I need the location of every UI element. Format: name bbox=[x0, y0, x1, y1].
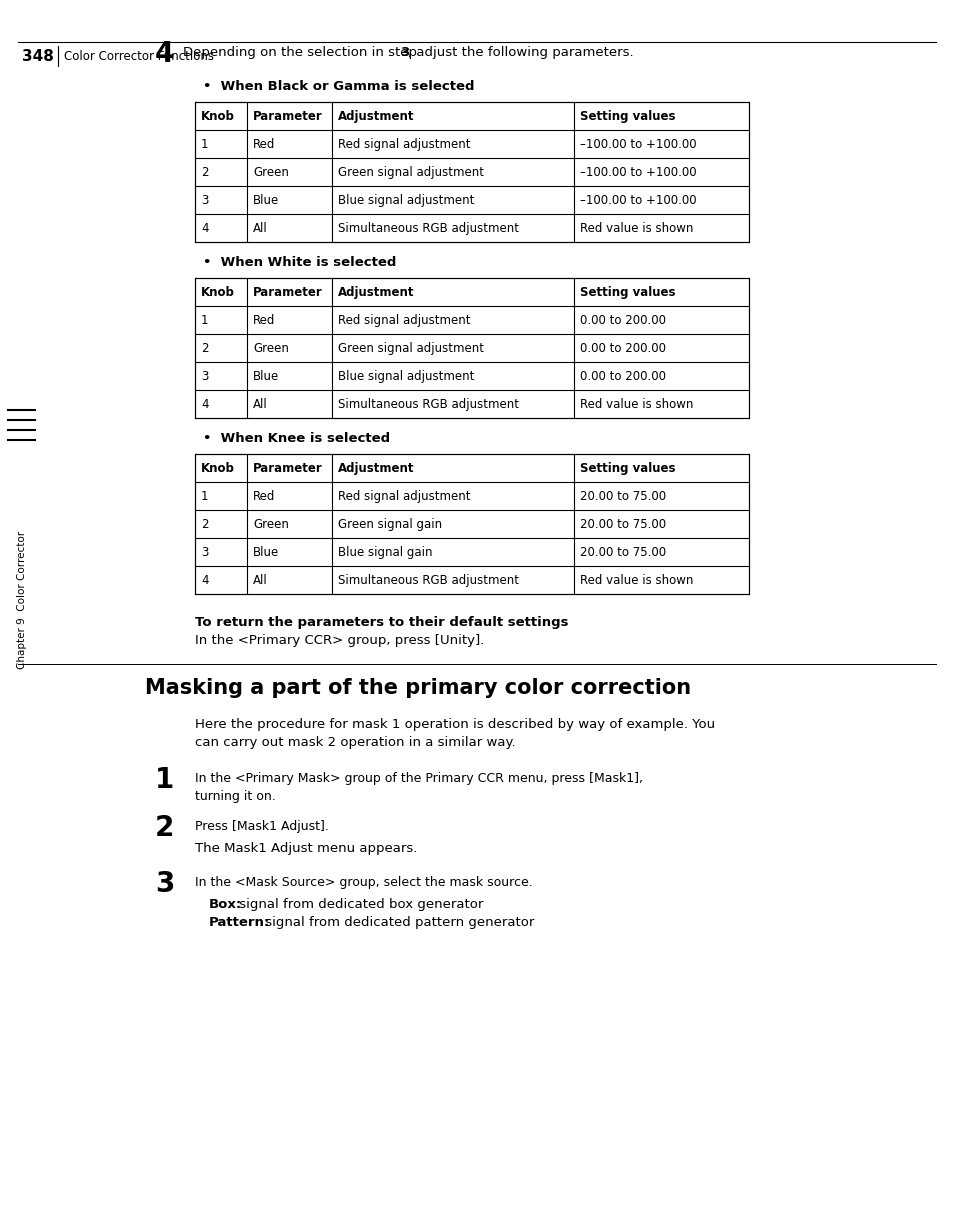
Text: Press [Mask1 Adjust].: Press [Mask1 Adjust]. bbox=[194, 821, 329, 833]
Text: Simultaneous RGB adjustment: Simultaneous RGB adjustment bbox=[337, 573, 518, 587]
Text: Blue: Blue bbox=[253, 194, 279, 206]
Text: Green: Green bbox=[253, 518, 289, 531]
Text: Red: Red bbox=[253, 137, 275, 150]
Text: Red signal adjustment: Red signal adjustment bbox=[337, 490, 470, 503]
Text: Green signal adjustment: Green signal adjustment bbox=[337, 166, 483, 178]
Text: 348: 348 bbox=[22, 48, 53, 63]
Text: In the <Primary Mask> group of the Primary CCR menu, press [Mask1],: In the <Primary Mask> group of the Prima… bbox=[194, 772, 642, 785]
Bar bbox=[194, 278, 748, 418]
Text: 20.00 to 75.00: 20.00 to 75.00 bbox=[579, 545, 665, 559]
Text: 4: 4 bbox=[154, 40, 174, 68]
Text: 0.00 to 200.00: 0.00 to 200.00 bbox=[579, 314, 665, 326]
Text: Blue signal adjustment: Blue signal adjustment bbox=[337, 370, 474, 383]
Text: –100.00 to +100.00: –100.00 to +100.00 bbox=[579, 137, 696, 150]
Text: Green: Green bbox=[253, 342, 289, 354]
Text: Adjustment: Adjustment bbox=[337, 286, 414, 298]
Text: can carry out mask 2 operation in a similar way.: can carry out mask 2 operation in a simi… bbox=[194, 736, 515, 749]
Text: Simultaneous RGB adjustment: Simultaneous RGB adjustment bbox=[337, 398, 518, 411]
Text: 4: 4 bbox=[201, 573, 209, 587]
Text: 4: 4 bbox=[201, 222, 209, 234]
Text: 1: 1 bbox=[201, 137, 209, 150]
Text: , adjust the following parameters.: , adjust the following parameters. bbox=[408, 46, 633, 59]
Text: •  When Black or Gamma is selected: • When Black or Gamma is selected bbox=[203, 80, 474, 93]
Text: All: All bbox=[253, 222, 268, 234]
Bar bbox=[194, 102, 748, 242]
Text: •  When White is selected: • When White is selected bbox=[203, 256, 395, 269]
Text: 3: 3 bbox=[201, 545, 208, 559]
Text: 4: 4 bbox=[201, 398, 209, 411]
Text: Setting values: Setting values bbox=[579, 109, 675, 122]
Text: –100.00 to +100.00: –100.00 to +100.00 bbox=[579, 194, 696, 206]
Text: 3: 3 bbox=[201, 370, 208, 383]
Text: Adjustment: Adjustment bbox=[337, 109, 414, 122]
Text: signal from dedicated box generator: signal from dedicated box generator bbox=[234, 898, 483, 911]
Text: Chapter 9  Color Corrector: Chapter 9 Color Corrector bbox=[17, 531, 27, 669]
Bar bbox=[194, 454, 748, 594]
Text: 2: 2 bbox=[201, 518, 209, 531]
Text: turning it on.: turning it on. bbox=[194, 790, 275, 804]
Text: 1: 1 bbox=[201, 314, 209, 326]
Text: Red signal adjustment: Red signal adjustment bbox=[337, 137, 470, 150]
Text: Red value is shown: Red value is shown bbox=[579, 573, 693, 587]
Text: Knob: Knob bbox=[201, 109, 234, 122]
Text: Red signal adjustment: Red signal adjustment bbox=[337, 314, 470, 326]
Text: Pattern:: Pattern: bbox=[209, 916, 270, 930]
Text: Simultaneous RGB adjustment: Simultaneous RGB adjustment bbox=[337, 222, 518, 234]
Text: All: All bbox=[253, 398, 268, 411]
Text: Blue signal gain: Blue signal gain bbox=[337, 545, 432, 559]
Text: Blue: Blue bbox=[253, 370, 279, 383]
Text: All: All bbox=[253, 573, 268, 587]
Text: Box:: Box: bbox=[209, 898, 242, 911]
Text: 2: 2 bbox=[201, 166, 209, 178]
Text: Red value is shown: Red value is shown bbox=[579, 222, 693, 234]
Text: In the <Mask Source> group, select the mask source.: In the <Mask Source> group, select the m… bbox=[194, 876, 532, 888]
Text: Green signal gain: Green signal gain bbox=[337, 518, 441, 531]
Text: Color Corrector Functions: Color Corrector Functions bbox=[64, 50, 213, 63]
Text: Parameter: Parameter bbox=[253, 286, 322, 298]
Text: Green signal adjustment: Green signal adjustment bbox=[337, 342, 483, 354]
Text: –100.00 to +100.00: –100.00 to +100.00 bbox=[579, 166, 696, 178]
Text: 3: 3 bbox=[154, 870, 174, 898]
Text: Setting values: Setting values bbox=[579, 286, 675, 298]
Text: Parameter: Parameter bbox=[253, 462, 322, 475]
Text: To return the parameters to their default settings: To return the parameters to their defaul… bbox=[194, 616, 568, 629]
Text: 2: 2 bbox=[201, 342, 209, 354]
Text: Red: Red bbox=[253, 490, 275, 503]
Text: In the <Primary CCR> group, press [Unity].: In the <Primary CCR> group, press [Unity… bbox=[194, 634, 484, 647]
Text: Masking a part of the primary color correction: Masking a part of the primary color corr… bbox=[145, 678, 690, 698]
Text: 3: 3 bbox=[201, 194, 208, 206]
Text: Green: Green bbox=[253, 166, 289, 178]
Text: 3: 3 bbox=[399, 46, 409, 59]
Text: Blue signal adjustment: Blue signal adjustment bbox=[337, 194, 474, 206]
Text: 0.00 to 200.00: 0.00 to 200.00 bbox=[579, 342, 665, 354]
Text: Blue: Blue bbox=[253, 545, 279, 559]
Text: 0.00 to 200.00: 0.00 to 200.00 bbox=[579, 370, 665, 383]
Text: Knob: Knob bbox=[201, 462, 234, 475]
Text: Adjustment: Adjustment bbox=[337, 462, 414, 475]
Text: Parameter: Parameter bbox=[253, 109, 322, 122]
Text: Red: Red bbox=[253, 314, 275, 326]
Text: Depending on the selection in step: Depending on the selection in step bbox=[183, 46, 421, 59]
Text: Here the procedure for mask 1 operation is described by way of example. You: Here the procedure for mask 1 operation … bbox=[194, 718, 715, 731]
Text: Setting values: Setting values bbox=[579, 462, 675, 475]
Text: signal from dedicated pattern generator: signal from dedicated pattern generator bbox=[261, 916, 534, 930]
Text: 20.00 to 75.00: 20.00 to 75.00 bbox=[579, 518, 665, 531]
Text: The Mask1 Adjust menu appears.: The Mask1 Adjust menu appears. bbox=[194, 842, 417, 854]
Text: 20.00 to 75.00: 20.00 to 75.00 bbox=[579, 490, 665, 503]
Text: 2: 2 bbox=[154, 814, 174, 842]
Text: 1: 1 bbox=[154, 766, 174, 794]
Text: Knob: Knob bbox=[201, 286, 234, 298]
Text: 1: 1 bbox=[201, 490, 209, 503]
Text: Red value is shown: Red value is shown bbox=[579, 398, 693, 411]
Text: •  When Knee is selected: • When Knee is selected bbox=[203, 431, 390, 445]
